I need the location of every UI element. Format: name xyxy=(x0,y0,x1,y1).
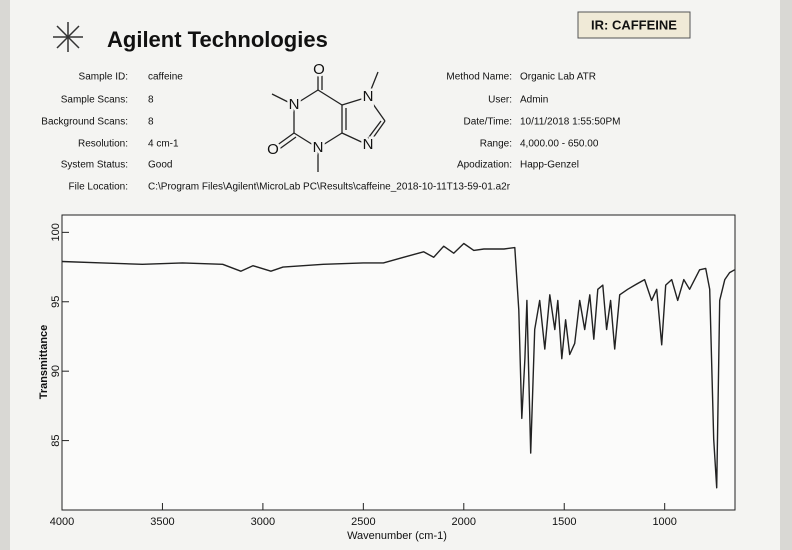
field-label: Date/Time: xyxy=(463,117,512,128)
y-tick-label: 85 xyxy=(50,434,62,446)
x-tick-label: 4000 xyxy=(50,516,74,528)
y-axis-label: Transmittance xyxy=(38,325,50,400)
field-value: caffeine xyxy=(148,72,183,83)
field-label: Method Name: xyxy=(446,72,512,83)
field-value: C:\Program Files\Agilent\MicroLab PC\Res… xyxy=(148,182,511,193)
field-value: Happ-Genzel xyxy=(520,160,579,171)
field-value: 4 cm-1 xyxy=(148,139,179,150)
field-label: System Status: xyxy=(61,160,128,171)
y-tick-label: 90 xyxy=(50,365,62,377)
x-tick-label: 3500 xyxy=(150,516,174,528)
field-label: Range: xyxy=(480,139,512,150)
field-value: 10/11/2018 1:55:50PM xyxy=(520,117,620,128)
x-tick-label: 2000 xyxy=(452,516,476,528)
field-label: Resolution: xyxy=(78,139,128,150)
field-label: Apodization: xyxy=(457,160,512,171)
badge: IR: CAFFEINE xyxy=(591,17,677,32)
x-tick-label: 2500 xyxy=(351,516,375,528)
y-tick-label: 95 xyxy=(50,296,62,308)
field-value: Good xyxy=(148,160,172,171)
atom: N xyxy=(363,136,374,153)
field-value: Admin xyxy=(520,95,548,106)
plot-area xyxy=(61,214,736,511)
x-tick-label: 1000 xyxy=(652,516,676,528)
brand: Agilent Technologies xyxy=(107,27,328,52)
field-value: 8 xyxy=(148,95,154,106)
field-value: 8 xyxy=(148,117,154,128)
field-label: File Location: xyxy=(69,182,128,193)
badge-box xyxy=(577,11,691,39)
logo xyxy=(53,22,83,52)
x-tick-label: 3000 xyxy=(251,516,275,528)
atom: O xyxy=(313,61,325,78)
y-tick-label: 100 xyxy=(50,223,62,241)
molecule xyxy=(271,71,386,172)
atom: N xyxy=(289,96,300,113)
field-label: User: xyxy=(488,95,512,106)
x-axis-label: Wavenumber (cm-1) xyxy=(347,530,447,542)
field-value: Organic Lab ATR xyxy=(520,72,596,83)
atom: O xyxy=(267,141,279,158)
field-label: Background Scans: xyxy=(41,117,128,128)
field-label: Sample Scans: xyxy=(61,95,128,106)
field-label: Sample ID: xyxy=(79,72,128,83)
spectrum-line xyxy=(61,242,735,489)
field-value: 4,000.00 - 650.00 xyxy=(520,139,599,150)
atom: N xyxy=(313,139,324,156)
atom: N xyxy=(363,88,374,105)
x-tick-label: 1500 xyxy=(552,516,576,528)
